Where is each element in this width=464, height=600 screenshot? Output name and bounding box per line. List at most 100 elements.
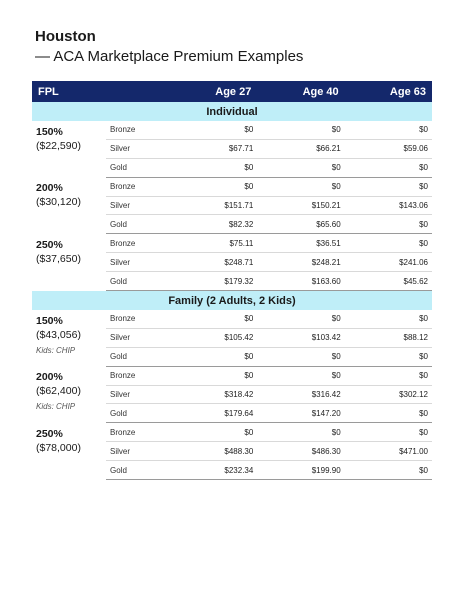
fpl-percent: 250% bbox=[36, 238, 63, 251]
fpl-percent: 200% bbox=[36, 182, 63, 195]
metal-tier: Bronze bbox=[106, 177, 170, 197]
premium-value: $65.60 bbox=[257, 214, 345, 235]
fpl-income: ($22,590) bbox=[36, 140, 81, 152]
premium-value: $0 bbox=[170, 366, 258, 386]
premium-value: $0 bbox=[344, 177, 432, 197]
premium-value: $0 bbox=[257, 347, 345, 367]
premium-value: $0 bbox=[170, 422, 258, 443]
premium-value: $105.42 bbox=[170, 328, 258, 348]
premium-value: $0 bbox=[257, 366, 345, 386]
metal-tier: Bronze bbox=[106, 422, 170, 443]
metal-tier: Silver bbox=[106, 139, 170, 159]
premium-value: $0 bbox=[344, 121, 432, 140]
table-body: Individual 150% ($22,590) Bronze $0 $0 $0 Silve… bbox=[32, 102, 432, 481]
premium-value: $199.90 bbox=[257, 460, 345, 481]
metal-tier: Silver bbox=[106, 441, 170, 462]
table-row: 250% ($78,000) Bronze $0 $0 $0 bbox=[32, 422, 432, 454]
header-fpl: FPL bbox=[32, 81, 170, 102]
premium-value: $143.06 bbox=[344, 196, 432, 216]
premium-value: $232.34 bbox=[170, 460, 258, 481]
fpl-percent: 200% bbox=[36, 371, 63, 384]
metal-tier: Gold bbox=[106, 214, 170, 235]
fpl-income: ($78,000) bbox=[36, 441, 81, 454]
premium-value: $241.06 bbox=[344, 252, 432, 273]
premium-value: $179.32 bbox=[170, 271, 258, 292]
table-row: Gold $232.34 $199.90 $0 bbox=[32, 460, 432, 481]
premium-value: $82.32 bbox=[170, 214, 258, 235]
premium-value: $103.42 bbox=[257, 328, 345, 348]
metal-tier: Silver bbox=[106, 196, 170, 216]
fpl-income: ($37,650) bbox=[36, 252, 81, 265]
fpl-cell: 150% ($22,590) bbox=[32, 121, 106, 177]
metal-tier: Gold bbox=[106, 460, 170, 481]
fpl-income: ($62,400) bbox=[36, 385, 81, 398]
header-age-27: Age 27 bbox=[170, 81, 258, 102]
premium-value: $0 bbox=[344, 214, 432, 235]
section-row: Family (2 Adults, 2 Kids) bbox=[32, 290, 432, 311]
fpl-cell: 200% ($30,120) bbox=[32, 177, 106, 234]
table-row: Gold $179.32 $163.60 $45.62 bbox=[32, 271, 432, 292]
fpl-income: ($30,120) bbox=[36, 196, 81, 209]
metal-tier: Gold bbox=[106, 403, 170, 424]
table-row: Gold $179.64 $147.20 $0 bbox=[32, 403, 432, 424]
premium-value: $0 bbox=[344, 403, 432, 424]
premium-value: $471.00 bbox=[344, 441, 432, 462]
table-row: 200% ($30,120) Bronze $0 $0 $0 bbox=[32, 177, 432, 208]
premium-value: $0 bbox=[344, 460, 432, 481]
fpl-percent: 150% bbox=[36, 126, 63, 138]
metal-tier: Bronze bbox=[106, 366, 170, 386]
premium-value: $486.30 bbox=[257, 441, 345, 462]
metal-tier: Gold bbox=[106, 158, 170, 178]
premium-value: $0 bbox=[344, 422, 432, 443]
premium-value: $67.71 bbox=[170, 139, 258, 159]
premium-value: $0 bbox=[344, 233, 432, 254]
premium-value: $36.51 bbox=[257, 233, 345, 254]
table-row: 150% ($22,590) Bronze $0 $0 $0 bbox=[32, 121, 432, 152]
fpl-cell: 250% ($78,000) bbox=[32, 423, 106, 480]
premium-value: $0 bbox=[344, 310, 432, 329]
premium-value: $66.21 bbox=[257, 139, 345, 159]
premium-value: $0 bbox=[170, 310, 258, 329]
metal-tier: Gold bbox=[106, 347, 170, 367]
fpl-percent: 250% bbox=[36, 427, 63, 440]
premium-value: $0 bbox=[257, 158, 345, 178]
metal-tier: Bronze bbox=[106, 310, 170, 329]
premium-value: $0 bbox=[344, 158, 432, 178]
section-row: Individual bbox=[32, 102, 432, 121]
table-row: Silver $318.42 $316.42 $302.12 bbox=[32, 385, 432, 405]
table-row: 150% ($43,056) Kids: CHIP Bronze $0 $0 $0 bbox=[32, 310, 432, 355]
table-row: Gold $0 $0 $0 bbox=[32, 158, 432, 178]
header-age-40: Age 40 bbox=[257, 81, 345, 102]
metal-tier: Silver bbox=[106, 328, 170, 348]
table-header-row: FPL Age 27 Age 40 Age 63 bbox=[32, 81, 432, 102]
table-row: Gold $0 $0 $0 bbox=[32, 347, 432, 367]
premium-value: $147.20 bbox=[257, 403, 345, 424]
metal-tier: Bronze bbox=[106, 121, 170, 140]
premium-value: $0 bbox=[344, 347, 432, 367]
table-row: 250% ($37,650) Bronze $75.11 $36.51 $0 bbox=[32, 233, 432, 265]
fpl-cell: 200% ($62,400) Kids: CHIP bbox=[32, 366, 106, 423]
fpl-income: ($43,056) bbox=[36, 329, 81, 342]
premium-value: $150.21 bbox=[257, 196, 345, 216]
premium-value: $0 bbox=[257, 121, 345, 140]
table-row: Silver $248.71 $248.21 $241.06 bbox=[32, 252, 432, 273]
table-row: Silver $105.42 $103.42 $88.12 bbox=[32, 328, 432, 348]
premium-value: $302.12 bbox=[344, 385, 432, 405]
premium-value: $0 bbox=[257, 177, 345, 197]
section-label: Individual bbox=[32, 102, 432, 121]
fpl-cell: 150% ($43,056) Kids: CHIP bbox=[32, 310, 106, 366]
metal-tier: Silver bbox=[106, 252, 170, 273]
premium-value: $488.30 bbox=[170, 441, 258, 462]
metal-tier: Silver bbox=[106, 385, 170, 405]
premium-value: $316.42 bbox=[257, 385, 345, 405]
premium-value: $151.71 bbox=[170, 196, 258, 216]
table-row: Gold $82.32 $65.60 $0 bbox=[32, 214, 432, 235]
premium-value: $0 bbox=[170, 347, 258, 367]
section-label: Family (2 Adults, 2 Kids) bbox=[32, 290, 432, 311]
premium-value: $0 bbox=[257, 310, 345, 329]
premium-value: $0 bbox=[170, 121, 258, 140]
metal-tier: Gold bbox=[106, 271, 170, 292]
page-title: Houston bbox=[35, 28, 96, 45]
premium-value: $0 bbox=[344, 366, 432, 386]
premium-value: $0 bbox=[257, 422, 345, 443]
